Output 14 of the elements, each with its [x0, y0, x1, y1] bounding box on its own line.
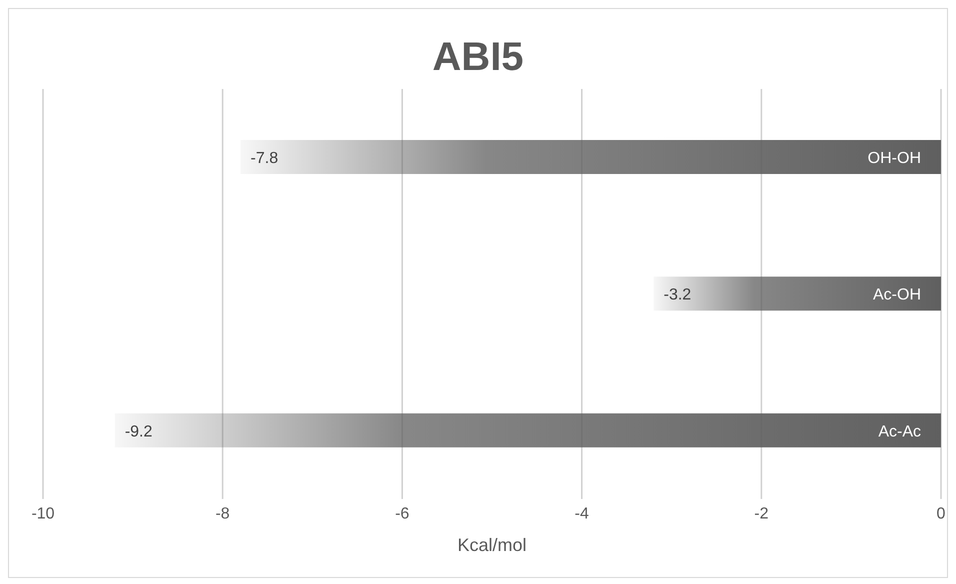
y-tick-label: OH-OH [868, 150, 921, 167]
x-tick-label: -2 [754, 505, 769, 522]
x-tick-label: 0 [936, 505, 946, 522]
x-tick-label: -6 [395, 505, 410, 522]
x-tick-label: -4 [574, 505, 590, 522]
data-label: -9.2 [124, 423, 153, 440]
y-tick-label: Ac-Ac [878, 423, 921, 440]
chart-title: ABI5 [431, 35, 525, 81]
x-tick-label: -10 [31, 505, 55, 522]
x-axis-title: Kcal/mol [457, 535, 527, 555]
data-label: -7.8 [250, 150, 278, 167]
y-tick-label: Ac-OH [873, 286, 921, 304]
data-label: -3.2 [664, 286, 692, 304]
x-tick-label: -8 [215, 505, 230, 522]
